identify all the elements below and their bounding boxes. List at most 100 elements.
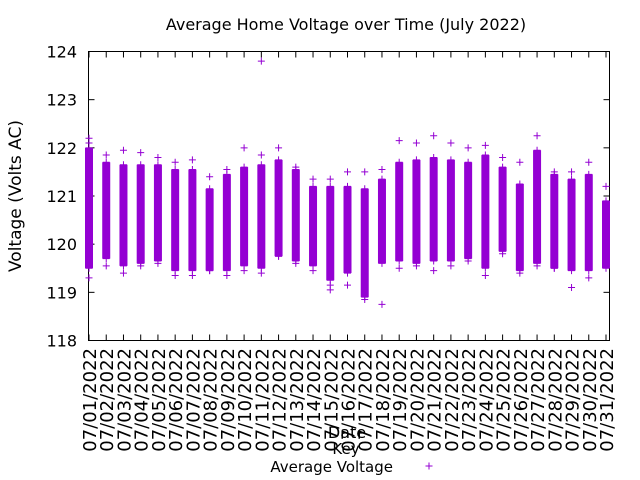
band-top-marker	[533, 150, 541, 158]
x-tick-label: 07/20/2022	[407, 348, 428, 452]
y-tick-label: 119	[46, 283, 77, 302]
outlier-marker	[240, 267, 248, 275]
band-bottom-marker	[85, 260, 93, 268]
band-top-marker	[395, 162, 403, 170]
voltage-band	[481, 155, 490, 269]
band-bottom-marker	[533, 255, 541, 263]
band-top-marker	[119, 165, 127, 173]
band-bottom-marker	[344, 265, 351, 273]
day-samples	[584, 158, 593, 282]
band-bottom-marker	[516, 263, 524, 271]
outlier-marker	[188, 156, 196, 164]
day-samples	[326, 175, 335, 294]
outlier-marker	[154, 259, 162, 267]
voltage-band	[136, 164, 145, 264]
x-tick-label: 07/12/2022	[270, 348, 291, 452]
day-samples	[291, 163, 300, 267]
voltage-band	[274, 159, 283, 257]
voltage-band	[326, 186, 335, 281]
band-bottom-marker	[240, 258, 248, 266]
voltage-band	[498, 167, 507, 252]
band-bottom-marker	[119, 258, 127, 266]
voltage-band	[602, 200, 610, 269]
day-samples	[153, 153, 162, 267]
outlier-marker	[257, 151, 265, 159]
outlier-marker	[378, 166, 386, 174]
outlier-marker	[257, 57, 265, 65]
outlier-marker	[206, 173, 214, 181]
band-top-marker	[154, 165, 162, 173]
outlier-marker	[85, 274, 93, 282]
day-samples	[343, 168, 352, 289]
outlier-marker	[430, 132, 438, 140]
x-tick-label: 07/06/2022	[166, 348, 187, 452]
outlier-marker	[516, 158, 524, 166]
day-samples	[257, 57, 266, 277]
x-tick-label: 07/24/2022	[476, 348, 497, 452]
band-bottom-marker	[447, 253, 455, 261]
x-tick-label: 07/17/2022	[356, 348, 377, 452]
band-top-marker	[464, 162, 472, 170]
day-samples	[136, 149, 145, 270]
voltage-band	[291, 169, 300, 262]
outlier-marker	[430, 267, 438, 275]
band-top-marker	[292, 170, 300, 178]
outlier-marker	[585, 158, 593, 166]
outlier-marker	[223, 166, 231, 174]
outlier-marker	[550, 264, 558, 272]
band-top-marker	[550, 174, 558, 182]
band-top-marker	[188, 170, 196, 178]
day-samples	[567, 168, 576, 292]
outlier-marker	[206, 267, 214, 275]
x-tick-label: 07/21/2022	[425, 348, 446, 452]
voltage-band	[102, 162, 111, 259]
outlier-marker	[412, 262, 420, 270]
voltage-band	[188, 169, 197, 271]
outlier-marker	[464, 257, 472, 265]
band-top-marker	[275, 160, 283, 168]
day-samples	[515, 158, 524, 277]
chart-title: Average Home Voltage over Time (July 202…	[166, 15, 526, 34]
voltage-band	[343, 186, 352, 274]
x-tick-label: 07/26/2022	[511, 348, 532, 452]
x-tick-label: 07/23/2022	[459, 348, 480, 452]
band-top-marker	[585, 174, 593, 182]
day-samples	[446, 139, 455, 270]
voltage-band	[567, 179, 576, 271]
outlier-marker	[275, 144, 283, 152]
band-top-marker	[206, 189, 214, 197]
x-tick-label: 07/27/2022	[528, 348, 549, 452]
y-tick-label: 120	[46, 235, 77, 254]
day-samples	[222, 166, 231, 279]
voltage-band	[153, 164, 162, 262]
y-tick-label: 123	[46, 91, 77, 110]
outlier-marker	[499, 250, 507, 258]
x-tick-label: 07/18/2022	[373, 348, 394, 452]
x-tick-label: 07/30/2022	[580, 348, 601, 452]
voltage-band	[119, 164, 128, 266]
outlier-marker	[395, 137, 403, 145]
band-bottom-marker	[188, 263, 196, 271]
band-top-marker	[361, 189, 369, 197]
x-tick-label: 07/07/2022	[183, 348, 204, 452]
outlier-marker	[361, 296, 369, 304]
day-samples	[360, 168, 369, 304]
plot-marks	[85, 57, 610, 308]
outlier-marker	[464, 144, 472, 152]
band-top-marker	[378, 179, 386, 187]
x-tick-label: 07/03/2022	[114, 348, 135, 452]
band-top-marker	[568, 179, 576, 187]
outlier-marker	[602, 182, 610, 190]
band-bottom-marker	[326, 272, 334, 280]
band-top-marker	[257, 165, 265, 173]
outlier-marker	[171, 271, 179, 279]
x-tick-label: 07/13/2022	[287, 348, 308, 452]
outlier-marker	[550, 168, 558, 176]
band-top-marker	[171, 170, 179, 178]
x-tick-label: 07/08/2022	[201, 348, 222, 452]
y-tick-label: 118	[46, 332, 77, 351]
voltage-band	[412, 159, 421, 264]
band-bottom-marker	[154, 253, 162, 261]
band-bottom-marker	[223, 263, 231, 271]
